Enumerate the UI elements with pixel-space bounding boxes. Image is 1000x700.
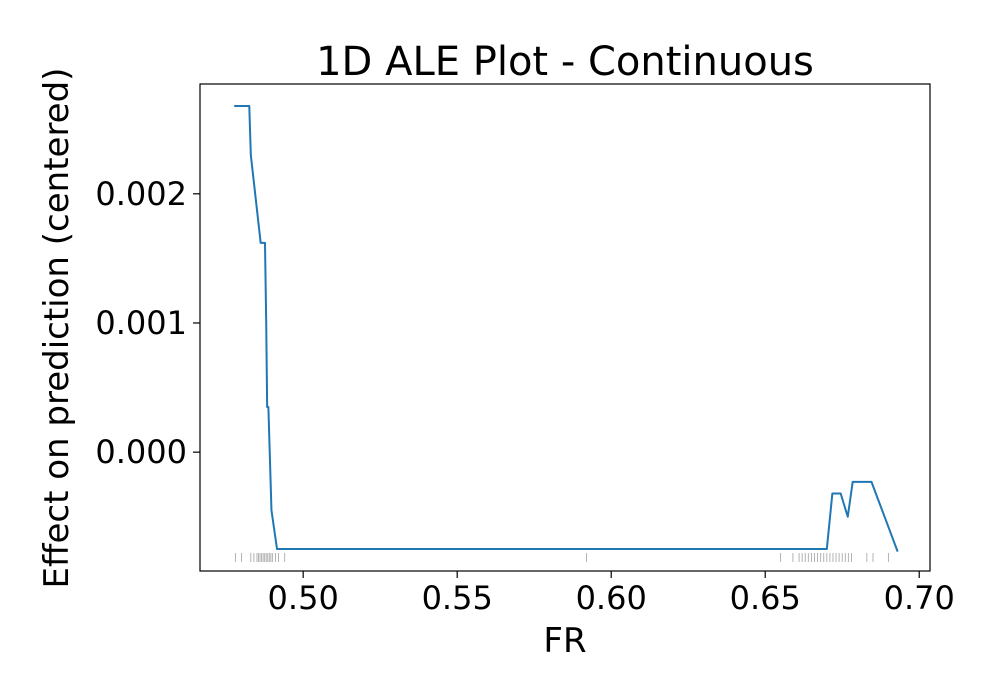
y-axis-label: Effect on prediction (centered) <box>37 68 77 589</box>
y-tick-label: 0.000 <box>95 433 187 471</box>
series-layer <box>234 104 899 552</box>
x-tick-label: 0.50 <box>268 579 339 617</box>
x-tick-label: 0.65 <box>730 579 801 617</box>
x-tick-label: 0.60 <box>576 579 647 617</box>
x-tick-label: 0.55 <box>422 579 493 617</box>
y-tick-label: 0.002 <box>95 175 187 213</box>
x-axis-ticks: 0.50 0.55 0.60 0.65 0.70 <box>268 571 955 617</box>
x-axis-label: FR <box>543 621 586 661</box>
chart-title: 1D ALE Plot - Continuous <box>316 39 814 85</box>
ale-series-line <box>234 104 899 552</box>
x-tick-label: 0.70 <box>884 579 955 617</box>
plot-area-frame <box>199 83 931 572</box>
y-tick-label: 0.001 <box>95 304 187 342</box>
y-axis-ticks: 0.002 0.001 0.000 <box>95 175 200 471</box>
rug-marks <box>234 553 889 562</box>
